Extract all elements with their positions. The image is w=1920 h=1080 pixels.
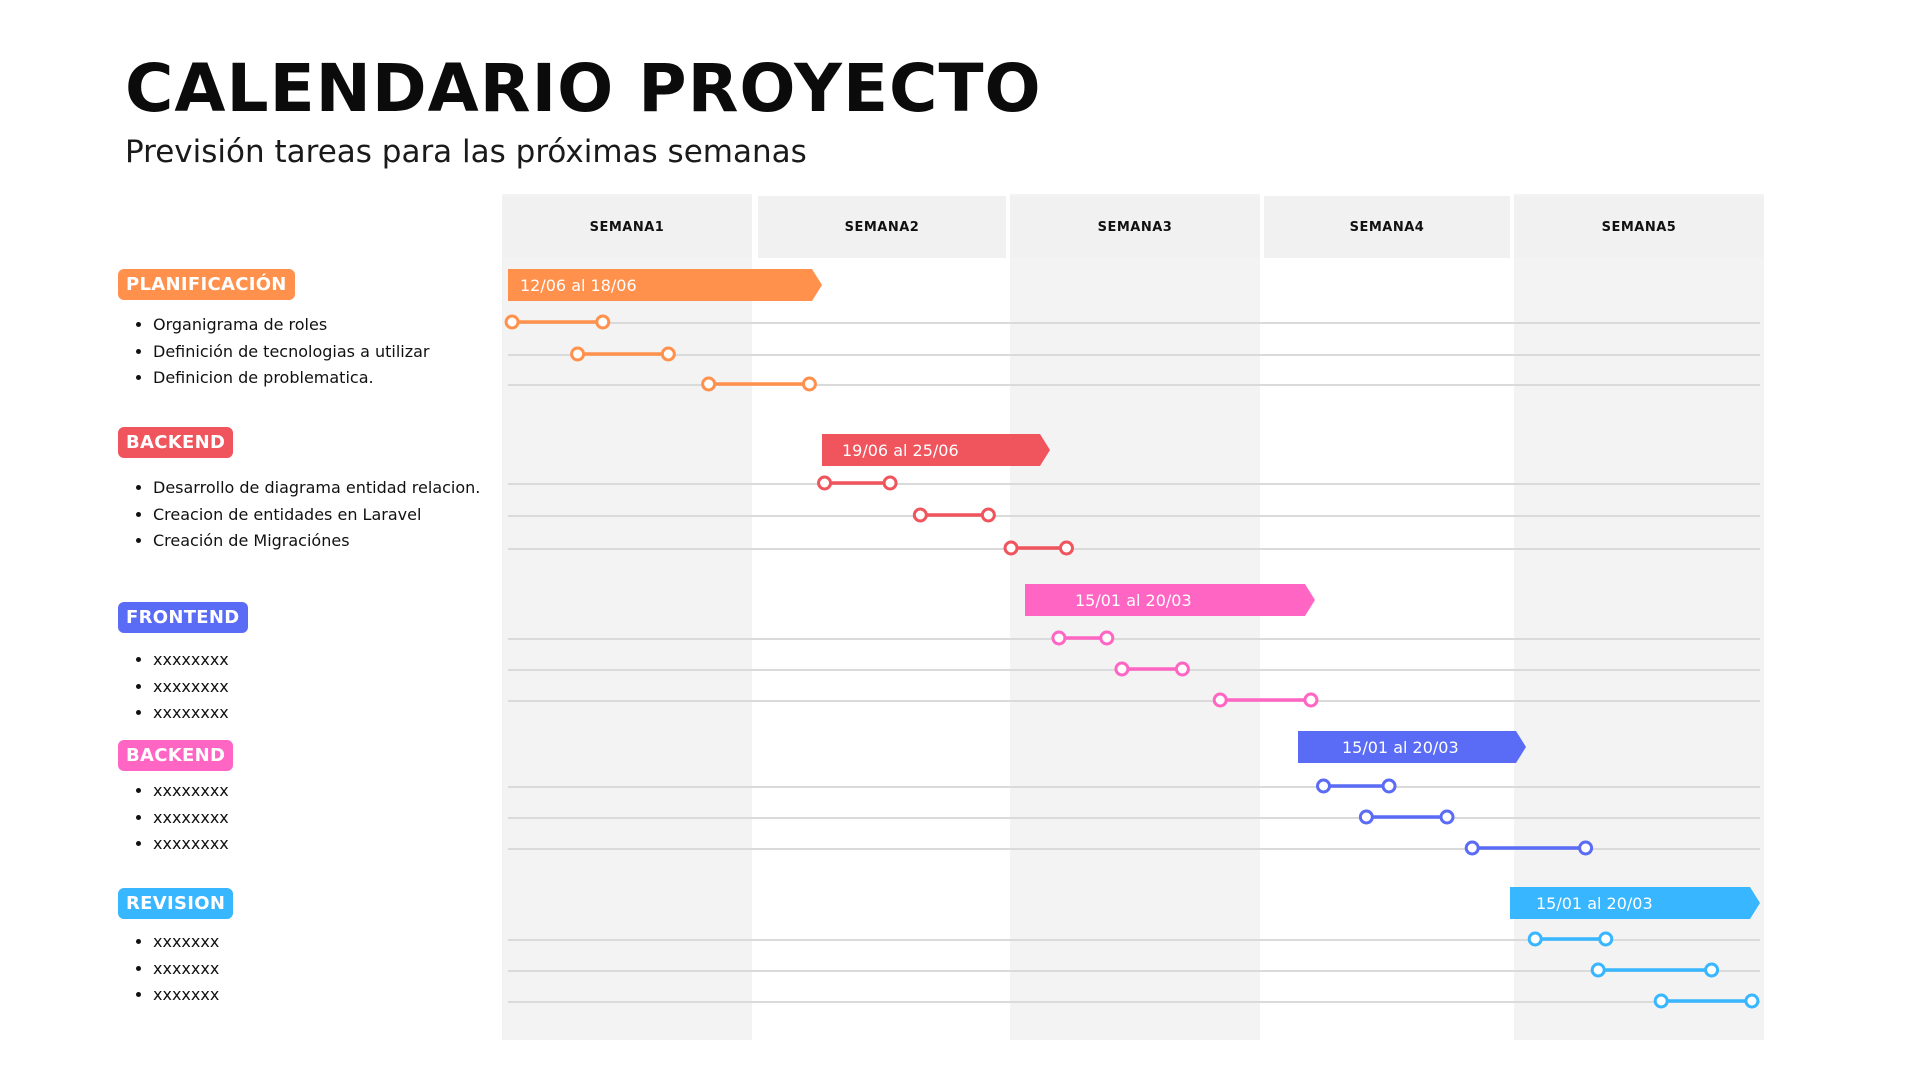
gridline — [508, 817, 1760, 819]
week-column-3 — [1010, 194, 1260, 1040]
task-item: Creacion de entidades en Laravel — [153, 502, 483, 529]
task-item: xxxxxxx — [153, 929, 219, 956]
task-item: xxxxxxxx — [153, 700, 229, 727]
phase-bar-frontend: 15/01 al 20/03 — [1025, 584, 1315, 616]
phase-bar-revision: 15/01 al 20/03 — [1510, 887, 1760, 919]
task-item: Organigrama de roles — [153, 312, 430, 339]
task-item: Creación de Migraciónes — [153, 528, 483, 555]
page-title: CALENDARIO PROYECTO — [125, 50, 1042, 127]
gridline — [508, 354, 1760, 356]
week-header-3: SEMANA3 — [1010, 196, 1260, 258]
gridline — [508, 939, 1760, 941]
task-list-revision: xxxxxxx xxxxxxx xxxxxxx — [133, 929, 219, 1009]
gridline — [508, 384, 1760, 386]
task-item: Definicion de problematica. — [153, 365, 430, 392]
gridline — [508, 786, 1760, 788]
week-header-4: SEMANA4 — [1264, 196, 1510, 258]
week-header-1: SEMANA1 — [502, 196, 752, 258]
task-item: xxxxxxxx — [153, 805, 229, 832]
task-item: xxxxxxxx — [153, 647, 229, 674]
gridline — [508, 548, 1760, 550]
task-item: xxxxxxxx — [153, 831, 229, 858]
gridline — [508, 515, 1760, 517]
gridline — [508, 483, 1760, 485]
gridline — [508, 700, 1760, 702]
task-item: Desarrollo de diagrama entidad relacion. — [153, 475, 483, 502]
task-item: xxxxxxxx — [153, 674, 229, 701]
section-tag-planificacion: PLANIFICACIÓN — [118, 269, 295, 300]
section-tag-backend: BACKEND — [118, 427, 234, 458]
task-list-frontend: xxxxxxxx xxxxxxxx xxxxxxxx — [133, 647, 229, 727]
phase-bar-backend-2: 15/01 al 20/03 — [1298, 731, 1526, 763]
gridline — [508, 1001, 1760, 1003]
gridline — [508, 638, 1760, 640]
phase-bar-backend: 19/06 al 25/06 — [822, 434, 1050, 466]
task-item: xxxxxxx — [153, 982, 219, 1009]
gridline — [508, 848, 1760, 850]
task-list-backend-2: xxxxxxxx xxxxxxxx xxxxxxxx — [133, 778, 229, 858]
week-header-2: SEMANA2 — [758, 196, 1006, 258]
week-column-1 — [502, 194, 752, 1040]
task-item: xxxxxxx — [153, 956, 219, 983]
gridline — [508, 970, 1760, 972]
task-item: Definición de tecnologias a utilizar — [153, 339, 430, 366]
page-subtitle: Previsión tareas para las próximas seman… — [125, 134, 807, 170]
week-header-5: SEMANA5 — [1514, 196, 1764, 258]
section-tag-revision: REVISION — [118, 888, 234, 919]
task-item: xxxxxxxx — [153, 778, 229, 805]
phase-bar-planificacion: 12/06 al 18/06 — [508, 269, 822, 301]
section-tag-backend-2: BACKEND — [118, 740, 234, 771]
task-list-backend: Desarrollo de diagrama entidad relacion.… — [133, 475, 483, 555]
gridline — [508, 669, 1760, 671]
task-list-planificacion: Organigrama de roles Definición de tecno… — [133, 312, 430, 392]
section-tag-frontend: FRONTEND — [118, 602, 248, 633]
gridline — [508, 322, 1760, 324]
